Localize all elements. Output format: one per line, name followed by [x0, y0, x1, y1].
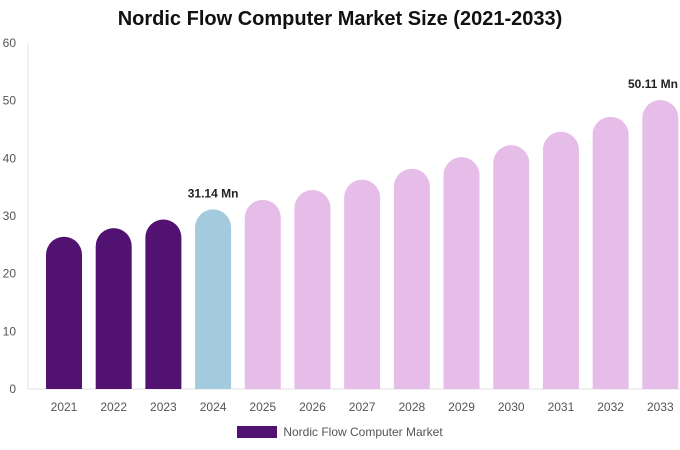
y-tick-label: 50	[3, 94, 17, 108]
x-tick-label: 2033	[647, 400, 674, 414]
x-tick-label: 2021	[51, 400, 78, 414]
y-tick-label: 20	[3, 267, 17, 281]
x-tick-label: 2031	[548, 400, 575, 414]
y-tick-label: 0	[9, 382, 16, 396]
data-label: 31.14 Mn	[188, 186, 239, 200]
bar	[642, 100, 679, 389]
x-tick-label: 2022	[100, 400, 127, 414]
bar	[145, 219, 182, 389]
bar	[592, 116, 629, 389]
bar	[244, 199, 281, 389]
x-tick-label: 2028	[398, 400, 425, 414]
x-tick-label: 2025	[249, 400, 276, 414]
y-tick-label: 10	[3, 324, 17, 338]
chart-title: Nordic Flow Computer Market Size (2021-2…	[117, 8, 563, 30]
bar	[95, 228, 132, 389]
bar	[195, 209, 232, 389]
x-tick-label: 2032	[597, 400, 624, 414]
bar	[46, 236, 82, 389]
y-tick-label: 40	[3, 151, 17, 165]
bar	[393, 168, 430, 389]
bar	[493, 145, 530, 389]
bar	[443, 157, 480, 389]
x-tick-label: 2027	[349, 400, 376, 414]
x-tick-label: 2023	[150, 400, 177, 414]
bar	[294, 190, 331, 389]
bar	[542, 131, 579, 389]
legend-swatch	[237, 426, 278, 438]
bar	[344, 179, 381, 389]
legend: Nordic Flow Computer Market	[0, 425, 680, 439]
x-tick-label: 2024	[200, 400, 227, 414]
y-tick-label: 60	[3, 36, 17, 50]
x-tick-label: 2030	[498, 400, 525, 414]
y-tick-label: 30	[3, 209, 17, 223]
x-tick-label: 2029	[448, 400, 475, 414]
x-tick-label: 2026	[299, 400, 326, 414]
data-label: 50.11 Mn	[628, 77, 678, 91]
legend-label: Nordic Flow Computer Market	[283, 425, 443, 439]
